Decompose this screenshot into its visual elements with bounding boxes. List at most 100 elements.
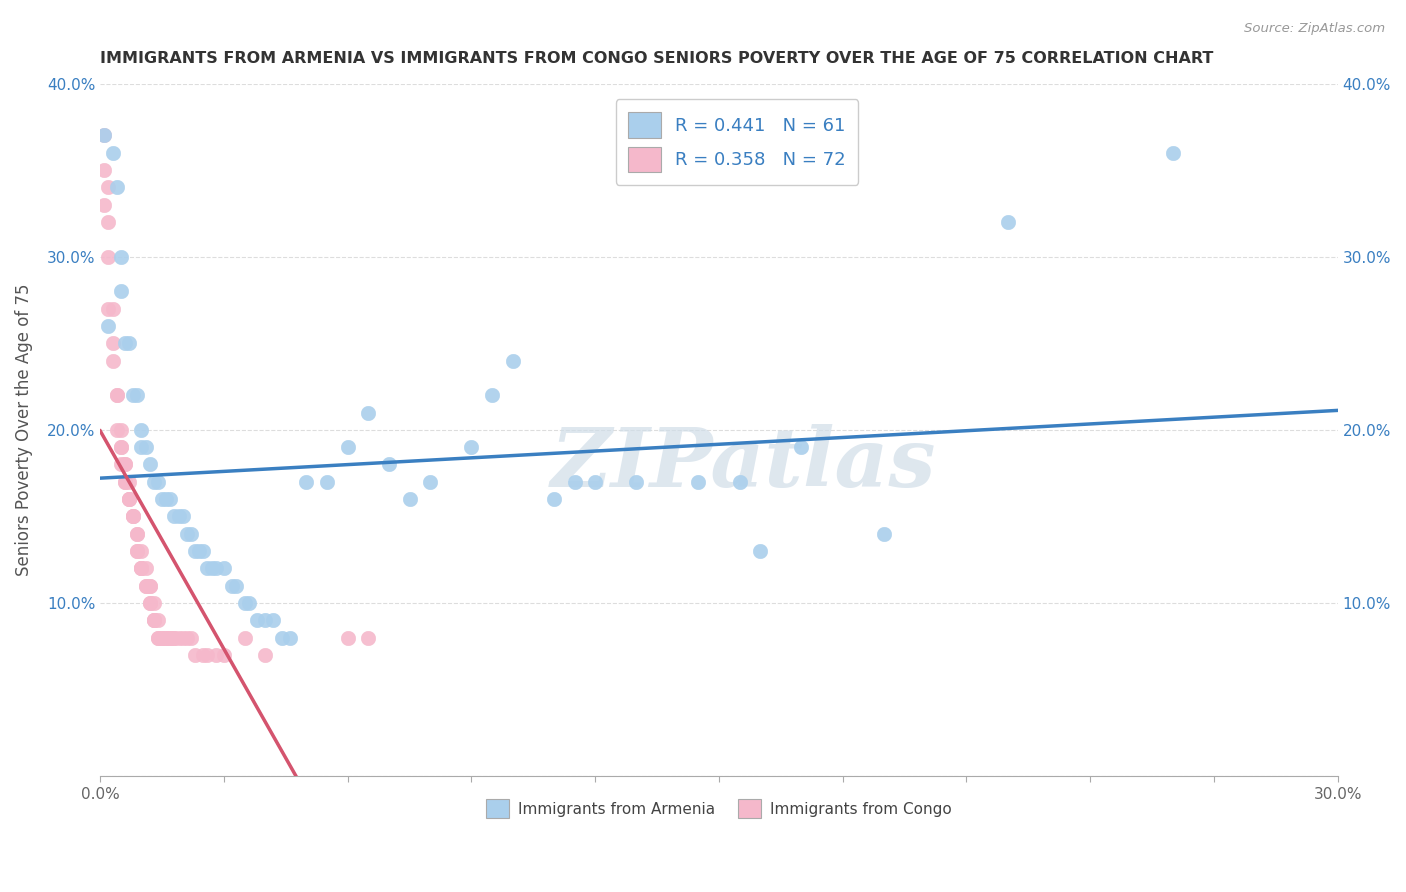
Point — [127, 544, 149, 558]
Point — [749, 544, 772, 558]
Point — [626, 475, 648, 489]
Point — [110, 423, 132, 437]
Point — [233, 596, 256, 610]
Point — [176, 631, 198, 645]
Point — [188, 544, 211, 558]
Point — [378, 458, 401, 472]
Point — [114, 475, 136, 489]
Point — [204, 648, 226, 662]
Point — [295, 475, 318, 489]
Point — [728, 475, 751, 489]
Point — [316, 475, 339, 489]
Point — [114, 458, 136, 472]
Point — [142, 596, 165, 610]
Point — [97, 180, 120, 194]
Point — [118, 492, 141, 507]
Point — [131, 561, 153, 575]
Point — [135, 561, 157, 575]
Point — [254, 613, 277, 627]
Point — [142, 613, 165, 627]
Point — [180, 526, 202, 541]
Point — [180, 631, 202, 645]
Point — [270, 631, 292, 645]
Point — [336, 440, 359, 454]
Point — [142, 475, 165, 489]
Point — [122, 388, 145, 402]
Point — [105, 388, 128, 402]
Point — [110, 250, 132, 264]
Point — [278, 631, 301, 645]
Point — [105, 180, 128, 194]
Point — [93, 198, 115, 212]
Point — [135, 579, 157, 593]
Point — [97, 301, 120, 316]
Point — [97, 250, 120, 264]
Point — [336, 631, 359, 645]
Point — [122, 509, 145, 524]
Point — [155, 631, 177, 645]
Point — [790, 440, 813, 454]
Point — [163, 631, 186, 645]
Point — [204, 561, 226, 575]
Point — [97, 318, 120, 333]
Point — [502, 353, 524, 368]
Point — [118, 492, 141, 507]
Point — [167, 509, 190, 524]
Point — [564, 475, 586, 489]
Point — [110, 440, 132, 454]
Point — [131, 544, 153, 558]
Point — [118, 492, 141, 507]
Point — [105, 388, 128, 402]
Point — [873, 526, 896, 541]
Point — [105, 423, 128, 437]
Text: ZIPatlas: ZIPatlas — [551, 425, 936, 505]
Point — [398, 492, 420, 507]
Point — [146, 631, 169, 645]
Point — [197, 648, 219, 662]
Point — [110, 285, 132, 299]
Text: IMMIGRANTS FROM ARMENIA VS IMMIGRANTS FROM CONGO SENIORS POVERTY OVER THE AGE OF: IMMIGRANTS FROM ARMENIA VS IMMIGRANTS FR… — [100, 51, 1213, 66]
Point — [139, 596, 162, 610]
Point — [142, 613, 165, 627]
Point — [176, 526, 198, 541]
Point — [197, 561, 219, 575]
Point — [122, 509, 145, 524]
Point — [131, 561, 153, 575]
Point — [146, 631, 169, 645]
Point — [172, 509, 194, 524]
Point — [146, 475, 169, 489]
Point — [246, 613, 269, 627]
Text: Source: ZipAtlas.com: Source: ZipAtlas.com — [1244, 22, 1385, 36]
Point — [118, 475, 141, 489]
Point — [212, 561, 235, 575]
Point — [163, 631, 186, 645]
Point — [127, 526, 149, 541]
Point — [193, 648, 215, 662]
Point — [146, 613, 169, 627]
Point — [114, 336, 136, 351]
Point — [93, 128, 115, 143]
Point — [688, 475, 710, 489]
Point — [139, 596, 162, 610]
Point — [93, 163, 115, 178]
Point — [150, 631, 173, 645]
Point — [172, 631, 194, 645]
Point — [127, 544, 149, 558]
Point — [225, 579, 247, 593]
Point — [131, 561, 153, 575]
Point — [127, 388, 149, 402]
Point — [122, 509, 145, 524]
Point — [357, 631, 380, 645]
Point — [142, 613, 165, 627]
Point — [101, 301, 124, 316]
Point — [233, 631, 256, 645]
Point — [101, 145, 124, 160]
Point — [212, 648, 235, 662]
Legend: Immigrants from Armenia, Immigrants from Congo: Immigrants from Armenia, Immigrants from… — [479, 793, 957, 824]
Point — [583, 475, 606, 489]
Point — [1161, 145, 1184, 160]
Point — [193, 544, 215, 558]
Point — [93, 128, 115, 143]
Point — [135, 579, 157, 593]
Point — [159, 492, 181, 507]
